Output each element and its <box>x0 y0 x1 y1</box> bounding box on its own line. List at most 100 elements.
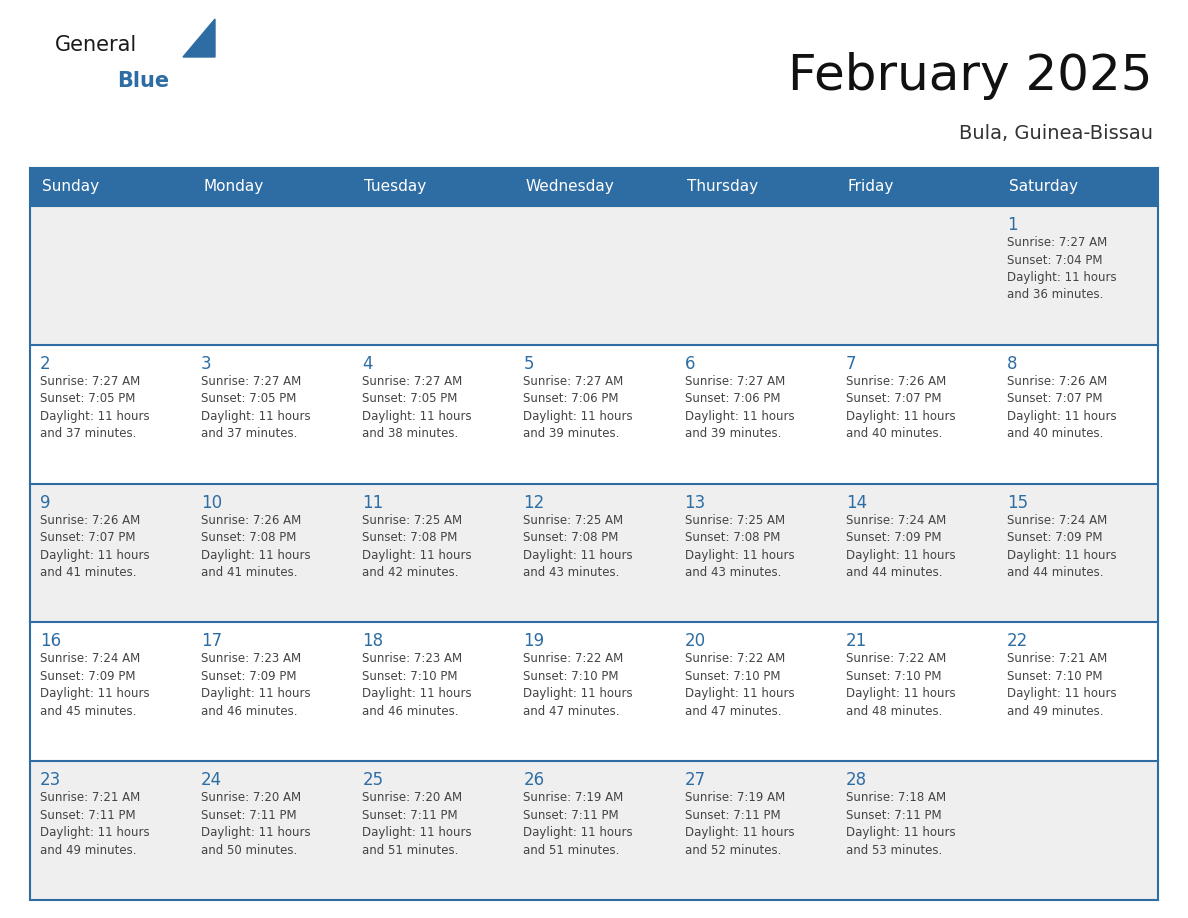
Text: Sunset: 7:11 PM: Sunset: 7:11 PM <box>40 809 135 822</box>
Text: Sunrise: 7:20 AM: Sunrise: 7:20 AM <box>362 791 462 804</box>
Text: Daylight: 11 hours: Daylight: 11 hours <box>40 409 150 423</box>
Text: Daylight: 11 hours: Daylight: 11 hours <box>684 409 795 423</box>
Text: 11: 11 <box>362 494 384 511</box>
Text: 14: 14 <box>846 494 867 511</box>
Text: Sunrise: 7:22 AM: Sunrise: 7:22 AM <box>846 653 946 666</box>
Bar <box>30 206 1158 345</box>
Text: 17: 17 <box>201 633 222 650</box>
Text: Sunset: 7:07 PM: Sunset: 7:07 PM <box>846 392 941 406</box>
Text: and 36 minutes.: and 36 minutes. <box>1007 288 1104 301</box>
Text: Sunrise: 7:18 AM: Sunrise: 7:18 AM <box>846 791 946 804</box>
Text: Daylight: 11 hours: Daylight: 11 hours <box>846 826 955 839</box>
Text: 25: 25 <box>362 771 384 789</box>
Bar <box>30 168 191 206</box>
Text: Wednesday: Wednesday <box>525 180 614 195</box>
Text: 2: 2 <box>40 354 51 373</box>
Text: Sunset: 7:08 PM: Sunset: 7:08 PM <box>362 532 457 544</box>
Text: Sunset: 7:07 PM: Sunset: 7:07 PM <box>40 532 135 544</box>
Text: 10: 10 <box>201 494 222 511</box>
Bar <box>30 761 1158 900</box>
Text: Sunset: 7:06 PM: Sunset: 7:06 PM <box>524 392 619 406</box>
Bar <box>191 168 353 206</box>
Text: 16: 16 <box>40 633 61 650</box>
Text: Daylight: 11 hours: Daylight: 11 hours <box>684 549 795 562</box>
Text: 21: 21 <box>846 633 867 650</box>
Text: and 51 minutes.: and 51 minutes. <box>524 844 620 856</box>
Text: Sunset: 7:05 PM: Sunset: 7:05 PM <box>362 392 457 406</box>
Text: Sunset: 7:09 PM: Sunset: 7:09 PM <box>201 670 297 683</box>
Text: and 49 minutes.: and 49 minutes. <box>40 844 137 856</box>
Text: 20: 20 <box>684 633 706 650</box>
Bar <box>30 345 1158 484</box>
Text: and 47 minutes.: and 47 minutes. <box>524 705 620 718</box>
Text: Sunrise: 7:22 AM: Sunrise: 7:22 AM <box>684 653 785 666</box>
Text: Sunrise: 7:23 AM: Sunrise: 7:23 AM <box>201 653 302 666</box>
Text: Daylight: 11 hours: Daylight: 11 hours <box>362 826 472 839</box>
Text: 19: 19 <box>524 633 544 650</box>
Text: February 2025: February 2025 <box>789 52 1154 100</box>
Text: and 46 minutes.: and 46 minutes. <box>362 705 459 718</box>
Text: Daylight: 11 hours: Daylight: 11 hours <box>684 826 795 839</box>
Text: Daylight: 11 hours: Daylight: 11 hours <box>684 688 795 700</box>
Text: General: General <box>55 35 138 55</box>
Text: Sunrise: 7:24 AM: Sunrise: 7:24 AM <box>1007 513 1107 527</box>
Text: Sunrise: 7:27 AM: Sunrise: 7:27 AM <box>684 375 785 387</box>
Text: Sunset: 7:11 PM: Sunset: 7:11 PM <box>201 809 297 822</box>
Text: Daylight: 11 hours: Daylight: 11 hours <box>1007 409 1117 423</box>
Text: Sunrise: 7:24 AM: Sunrise: 7:24 AM <box>40 653 140 666</box>
Text: Daylight: 11 hours: Daylight: 11 hours <box>1007 271 1117 284</box>
Text: 4: 4 <box>362 354 373 373</box>
Text: Sunrise: 7:19 AM: Sunrise: 7:19 AM <box>524 791 624 804</box>
Text: 28: 28 <box>846 771 867 789</box>
Text: Sunset: 7:11 PM: Sunset: 7:11 PM <box>362 809 457 822</box>
Polygon shape <box>183 19 215 57</box>
Text: 27: 27 <box>684 771 706 789</box>
Text: and 37 minutes.: and 37 minutes. <box>40 427 137 441</box>
Text: and 38 minutes.: and 38 minutes. <box>362 427 459 441</box>
Text: Daylight: 11 hours: Daylight: 11 hours <box>846 688 955 700</box>
Text: 15: 15 <box>1007 494 1028 511</box>
Text: Bula, Guinea-Bissau: Bula, Guinea-Bissau <box>959 124 1154 143</box>
Text: 23: 23 <box>40 771 62 789</box>
Text: Daylight: 11 hours: Daylight: 11 hours <box>201 688 311 700</box>
Text: Sunset: 7:05 PM: Sunset: 7:05 PM <box>40 392 135 406</box>
Text: and 45 minutes.: and 45 minutes. <box>40 705 137 718</box>
Bar <box>513 168 675 206</box>
Text: Daylight: 11 hours: Daylight: 11 hours <box>40 549 150 562</box>
Text: Sunrise: 7:19 AM: Sunrise: 7:19 AM <box>684 791 785 804</box>
Text: Daylight: 11 hours: Daylight: 11 hours <box>201 549 311 562</box>
Text: Sunrise: 7:25 AM: Sunrise: 7:25 AM <box>684 513 785 527</box>
Text: and 42 minutes.: and 42 minutes. <box>362 566 459 579</box>
Text: Sunrise: 7:27 AM: Sunrise: 7:27 AM <box>362 375 462 387</box>
Text: Saturday: Saturday <box>1009 180 1078 195</box>
Text: Sunrise: 7:26 AM: Sunrise: 7:26 AM <box>201 513 302 527</box>
Text: Daylight: 11 hours: Daylight: 11 hours <box>362 409 472 423</box>
Text: Sunrise: 7:24 AM: Sunrise: 7:24 AM <box>846 513 946 527</box>
Text: 22: 22 <box>1007 633 1028 650</box>
Text: Sunrise: 7:25 AM: Sunrise: 7:25 AM <box>524 513 624 527</box>
Text: Sunset: 7:05 PM: Sunset: 7:05 PM <box>201 392 297 406</box>
Text: 9: 9 <box>40 494 51 511</box>
Text: Daylight: 11 hours: Daylight: 11 hours <box>40 826 150 839</box>
Text: and 41 minutes.: and 41 minutes. <box>201 566 298 579</box>
Text: Sunset: 7:06 PM: Sunset: 7:06 PM <box>684 392 781 406</box>
Text: Friday: Friday <box>848 180 895 195</box>
Text: and 44 minutes.: and 44 minutes. <box>846 566 942 579</box>
Text: Sunrise: 7:27 AM: Sunrise: 7:27 AM <box>524 375 624 387</box>
Text: Sunset: 7:11 PM: Sunset: 7:11 PM <box>846 809 941 822</box>
Text: Daylight: 11 hours: Daylight: 11 hours <box>362 688 472 700</box>
Text: Daylight: 11 hours: Daylight: 11 hours <box>524 826 633 839</box>
Text: Sunset: 7:09 PM: Sunset: 7:09 PM <box>1007 532 1102 544</box>
Text: Sunset: 7:10 PM: Sunset: 7:10 PM <box>846 670 941 683</box>
Text: 6: 6 <box>684 354 695 373</box>
Text: Sunset: 7:08 PM: Sunset: 7:08 PM <box>524 532 619 544</box>
Text: 3: 3 <box>201 354 211 373</box>
Text: Sunrise: 7:22 AM: Sunrise: 7:22 AM <box>524 653 624 666</box>
Text: Sunset: 7:08 PM: Sunset: 7:08 PM <box>684 532 781 544</box>
Text: and 44 minutes.: and 44 minutes. <box>1007 566 1104 579</box>
Text: and 47 minutes.: and 47 minutes. <box>684 705 781 718</box>
Text: Sunset: 7:10 PM: Sunset: 7:10 PM <box>362 670 457 683</box>
Bar <box>353 168 513 206</box>
Text: 24: 24 <box>201 771 222 789</box>
Text: Sunrise: 7:21 AM: Sunrise: 7:21 AM <box>1007 653 1107 666</box>
